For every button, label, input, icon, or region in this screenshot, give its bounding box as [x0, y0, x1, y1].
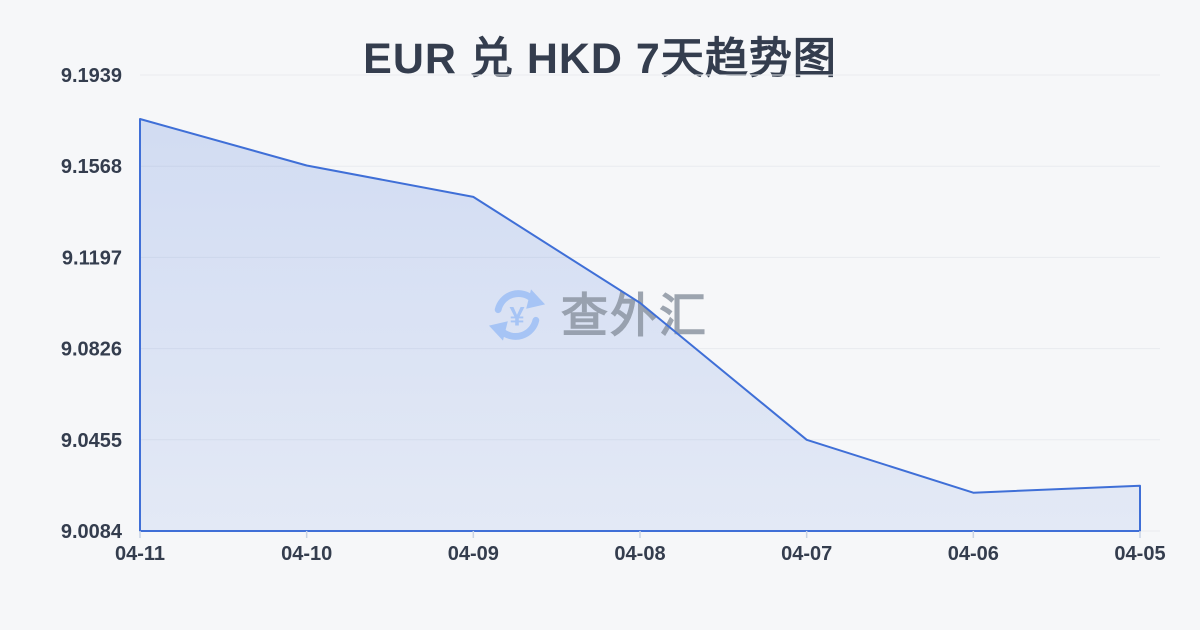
- series-area: [140, 119, 1140, 531]
- y-axis-label: 9.1939: [61, 65, 122, 87]
- x-axis-label: 04-10: [281, 543, 332, 565]
- yuan-symbol: ¥: [509, 301, 524, 331]
- x-axis-label: 04-09: [448, 543, 499, 565]
- currency-exchange-icon: ¥: [488, 289, 546, 341]
- y-axis-label: 9.0826: [61, 339, 122, 361]
- y-axis-label: 9.1197: [62, 247, 122, 269]
- series-line: [139, 118, 1141, 532]
- x-axis-label: 04-06: [948, 543, 999, 565]
- x-axis-label: 04-07: [781, 543, 832, 565]
- y-axis-label: 9.0455: [61, 430, 122, 452]
- x-axis-label: 04-05: [1114, 543, 1165, 565]
- x-axis-label: 04-08: [614, 543, 665, 565]
- x-axis-label: 04-11: [115, 543, 165, 565]
- y-axis-label: 9.0084: [61, 521, 123, 543]
- y-axis-label: 9.1568: [61, 156, 122, 178]
